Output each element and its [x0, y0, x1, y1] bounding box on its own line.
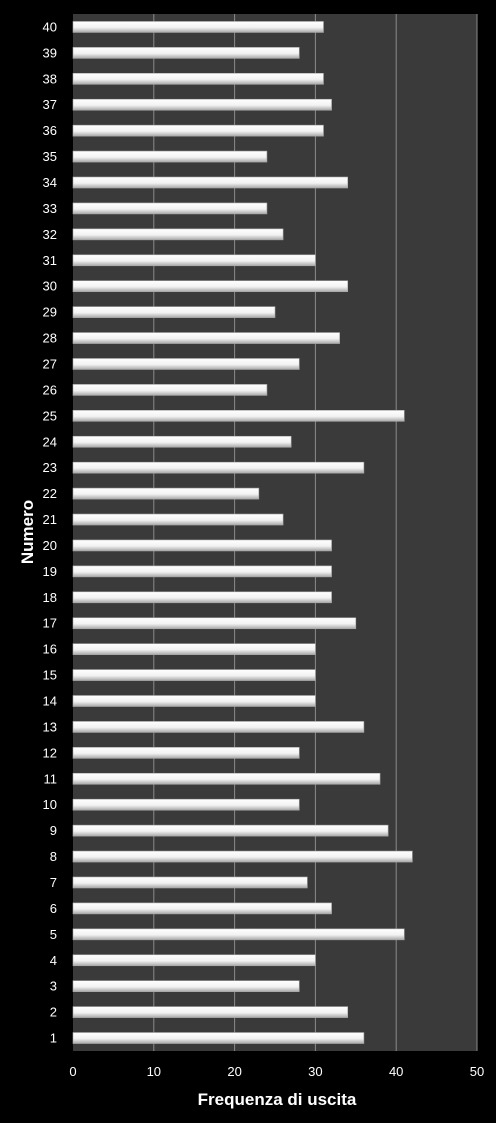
bar: [72, 124, 324, 137]
bar: [72, 824, 389, 837]
bar: [72, 47, 300, 59]
y-tick-label: 37: [43, 97, 57, 112]
y-tick-label: 4: [50, 953, 57, 968]
bar: [72, 902, 332, 915]
y-tick-label: 23: [43, 460, 57, 475]
bar: [72, 954, 316, 967]
bar: [72, 176, 349, 189]
y-tick-label: 16: [43, 642, 57, 657]
bar: [72, 591, 332, 604]
bar: [72, 306, 276, 318]
bar: [72, 254, 316, 267]
y-tick-label: 35: [43, 149, 57, 164]
y-tick-label: 38: [43, 71, 57, 86]
y-tick-label: 14: [43, 694, 57, 709]
y-tick-label: 28: [43, 331, 57, 346]
bar: [72, 980, 300, 992]
bars: [72, 21, 413, 1044]
y-tick-label: 34: [43, 175, 57, 190]
bar: [72, 410, 405, 422]
y-tick-label: 3: [50, 979, 57, 994]
plot-area: [73, 14, 477, 1051]
bar: [72, 487, 260, 500]
x-tick-label: 10: [147, 1064, 161, 1079]
y-tick-label: 2: [50, 1005, 57, 1020]
y-tick-label: 12: [43, 745, 57, 760]
y-tick-label: 5: [50, 927, 57, 942]
x-axis-title: Frequenza di uscita: [198, 1090, 357, 1109]
y-axis-title: Numero: [18, 500, 37, 564]
y-tick-label: 27: [43, 356, 57, 371]
y-tick-label: 7: [50, 875, 57, 890]
y-tick-label: 30: [43, 279, 57, 294]
bar: [72, 798, 300, 811]
bar: [72, 721, 365, 733]
x-tick-label: 40: [389, 1064, 403, 1079]
bar: [72, 73, 324, 85]
y-tick-label: 22: [43, 486, 57, 501]
bar: [72, 695, 316, 707]
y-tick-label: 21: [43, 512, 57, 527]
bar: [72, 617, 357, 630]
y-tick-label: 25: [43, 408, 57, 423]
bar: [72, 1006, 349, 1018]
bar: [72, 850, 413, 863]
y-tick-label: 6: [50, 901, 57, 916]
y-tick-label: 24: [43, 434, 57, 449]
bar: [72, 565, 332, 578]
y-tick-label: 11: [44, 771, 58, 786]
bar: [72, 228, 284, 241]
x-tick-label: 30: [308, 1064, 322, 1079]
x-tick-labels: 0 10 20 30 40 50: [69, 1064, 484, 1079]
y-tick-label: 20: [43, 538, 57, 553]
y-tick-label: 17: [43, 616, 57, 631]
bar: [72, 150, 268, 163]
y-tick-label: 40: [43, 19, 57, 34]
y-tick-label: 31: [43, 253, 57, 268]
x-tick-label: 20: [227, 1064, 241, 1079]
y-tick-label: 9: [50, 823, 57, 838]
bar: [72, 772, 381, 785]
y-tick-label: 13: [43, 719, 57, 734]
y-tick-label: 8: [50, 849, 57, 864]
x-tick-label: 0: [69, 1064, 76, 1079]
bar: [72, 384, 268, 396]
y-tick-label: 32: [43, 227, 57, 242]
bar: [72, 669, 316, 681]
bar: [72, 928, 405, 941]
bar: [72, 539, 332, 552]
bar: [72, 1032, 365, 1044]
y-tick-label: 33: [43, 201, 57, 216]
y-tick-label: 1: [50, 1031, 57, 1046]
y-tick-label: 18: [43, 590, 57, 605]
bar: [72, 435, 292, 448]
bar: [72, 358, 300, 370]
bar: [72, 332, 340, 344]
y-tick-label: 10: [43, 797, 57, 812]
bar: [72, 513, 284, 526]
bar: [72, 876, 308, 889]
bar: [72, 202, 268, 215]
bar: [72, 461, 365, 474]
y-tick-label: 26: [43, 382, 57, 397]
y-tick-label: 15: [43, 668, 57, 683]
bar: [72, 747, 300, 759]
bar: [72, 643, 316, 655]
y-tick-label: 19: [43, 564, 57, 579]
bar: [72, 21, 324, 33]
bar: [72, 98, 332, 111]
bar: [72, 280, 349, 293]
y-tick-label: 29: [43, 305, 57, 320]
y-tick-labels: 1234567891011121314151617181920212223242…: [43, 19, 57, 1045]
y-tick-label: 36: [43, 123, 57, 138]
y-tick-label: 39: [43, 45, 57, 60]
x-tick-label: 50: [470, 1064, 484, 1079]
